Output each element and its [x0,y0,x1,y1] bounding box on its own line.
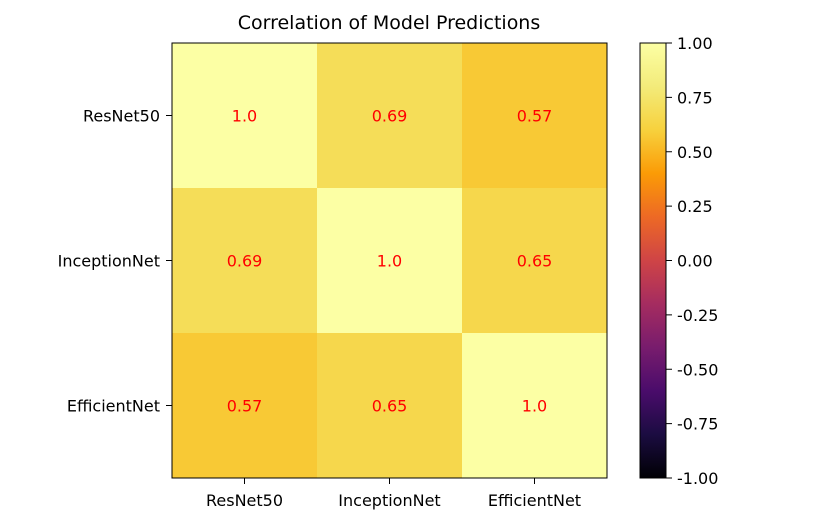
heatmap-cell [462,333,608,479]
y-axis-ticks: ResNet50 InceptionNet EfficientNet [58,107,172,416]
cell-value-label: 1.0 [232,107,257,126]
colorbar-tick-label: -0.75 [677,415,718,434]
x-axis-ticks: ResNet50 InceptionNet EfficientNet [206,478,581,510]
y-tick-label: InceptionNet [58,252,160,271]
colorbar-tick-label: -0.25 [677,306,718,325]
y-tick-label: ResNet50 [83,107,160,126]
colorbar-tick-label: 0.75 [677,88,713,107]
heatmap-cell [462,43,608,189]
cell-value-label: 0.57 [227,397,263,416]
heatmap-cell-labels: 1.0 0.69 0.57 0.69 1.0 0.65 0.57 0.65 1.0 [227,107,553,416]
x-tick-label: ResNet50 [206,491,283,510]
colorbar-tick-label: 1.00 [677,34,713,53]
heatmap-cells [172,43,608,479]
cell-value-label: 1.0 [522,397,547,416]
cell-value-label: 0.69 [372,107,408,126]
y-tick-label: EfficientNet [67,397,160,416]
cell-value-label: 0.65 [372,397,408,416]
chart-title: Correlation of Model Predictions [238,12,541,34]
colorbar-tick-label: 0.25 [677,197,713,216]
x-tick-label: InceptionNet [338,491,440,510]
heatmap-cell [172,333,318,479]
colorbar-tick-label: -1.00 [677,469,718,488]
x-tick-label: EfficientNet [488,491,581,510]
colorbar-tick-label: 0.00 [677,252,713,271]
heatmap-cell [317,43,463,189]
colorbar-tick-label: 0.50 [677,143,713,162]
cell-value-label: 0.69 [227,252,263,271]
cell-value-label: 1.0 [377,252,402,271]
heatmap-cell [462,188,608,334]
heatmap-cell [317,333,463,479]
cell-value-label: 0.65 [517,252,553,271]
heatmap-cell [317,188,463,334]
heatmap-cell [172,188,318,334]
colorbar-tick-label: -0.50 [677,360,718,379]
cell-value-label: 0.57 [517,107,553,126]
heatmap-cell [172,43,318,189]
colorbar-ticks: 1.00 0.75 0.50 0.25 0.00 -0.25 -0.50 -0.75 -1.00 [666,34,718,488]
colorbar [639,42,667,479]
